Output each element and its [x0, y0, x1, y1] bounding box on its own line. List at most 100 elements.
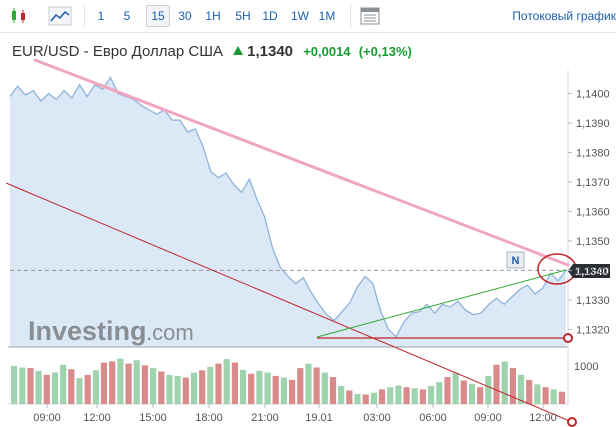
volume-bar	[436, 382, 443, 404]
interval-button-1m[interactable]: 1M	[318, 9, 336, 23]
volume-bar	[517, 374, 525, 404]
volume-bar	[215, 363, 222, 404]
volume-bar	[117, 358, 124, 404]
volume-bar	[395, 385, 402, 404]
interval-button-5[interactable]: 5	[123, 9, 131, 23]
volume-bar	[313, 367, 320, 404]
price-axis-label: 1,1370	[576, 177, 610, 189]
volume-bar	[158, 371, 165, 404]
time-axis-label: 06:00	[419, 412, 447, 424]
price-area	[10, 77, 566, 348]
investing-logo: Investing .com	[28, 316, 194, 346]
volume-bar	[43, 374, 50, 404]
interval-button-15[interactable]: 15	[146, 5, 170, 27]
volume-bar	[542, 387, 549, 404]
trend-endpoint-marker	[567, 417, 577, 427]
time-axis-label: 19.01	[305, 412, 333, 424]
volume-bar	[11, 365, 18, 404]
volume-bar	[27, 368, 34, 404]
price-line	[9, 76, 567, 338]
price-axis: 1,1320 1,1330 1,1340 1,1350 1,1360 1,1370 1,13…	[568, 89, 610, 336]
volume-bar	[272, 375, 279, 404]
interval-button-30[interactable]: 30	[178, 9, 192, 23]
current-price-tag-label: 1,1340	[575, 266, 609, 278]
volume-bar	[485, 375, 492, 404]
volume-bar	[362, 394, 369, 404]
volume-bar	[239, 369, 247, 404]
green-trendline	[316, 269, 567, 338]
interval-button-1h[interactable]: 1H	[205, 9, 221, 23]
time-axis-label: 12:00	[529, 412, 557, 424]
volume-bar	[92, 370, 99, 404]
interval-button-1w[interactable]: 1W	[291, 9, 309, 23]
chart-toolbar: 1 5 15 30 1H 5H 1D 1W 1M Потоковый график	[0, 0, 616, 33]
volume-bar	[84, 374, 91, 404]
interval-button-5h[interactable]: 5H	[235, 9, 251, 23]
price-axis-label: 1,1350	[576, 236, 610, 248]
volume-bar	[534, 384, 541, 404]
area-chart-icon[interactable]	[48, 6, 72, 26]
investing-logo-suffix: .com	[146, 320, 194, 345]
price-axis-label: 1,1360	[576, 206, 610, 218]
volume-bar	[280, 377, 287, 404]
news-marker-label: N	[512, 255, 520, 267]
volume-bar	[558, 391, 565, 404]
volume-bars	[11, 358, 565, 404]
price-axis-label: 1,1380	[576, 148, 610, 160]
last-price: 1,1340	[247, 43, 294, 60]
toolbar-separator	[350, 4, 351, 28]
price-axis-label: 1,1330	[576, 295, 610, 307]
volume-bar	[387, 387, 394, 404]
table-icon[interactable]	[359, 6, 381, 26]
arrow-up-icon	[233, 46, 244, 55]
volume-axis-tick: 1000	[574, 361, 598, 373]
time-axis-label: 09:00	[474, 412, 502, 424]
pink-trendline	[33, 58, 570, 267]
red-trendline	[5, 182, 573, 423]
streaming-chart-link[interactable]: Потоковый график	[512, 9, 616, 23]
price-change: +0,0014	[303, 44, 351, 59]
interval-button-1d[interactable]: 1D	[262, 9, 278, 23]
time-axis-label: 15:00	[139, 412, 167, 424]
volume-bar	[223, 359, 230, 404]
volume-bar	[207, 367, 214, 404]
time-axis-label: 21:00	[251, 412, 279, 424]
volume-bar	[256, 370, 263, 404]
volume-bar	[289, 379, 296, 404]
time-axis-label: 09:00	[33, 412, 61, 424]
volume-bar	[141, 365, 148, 404]
volume-bar	[346, 390, 353, 404]
news-marker[interactable]: N	[506, 251, 525, 269]
price-axis-label: 1,1340	[576, 265, 610, 277]
investing-logo-text: Investing	[28, 316, 147, 346]
volume-bar	[354, 393, 361, 404]
volume-bar	[526, 379, 533, 404]
volume-bar	[199, 370, 206, 404]
volume-bar	[460, 380, 467, 404]
volume-bar	[150, 368, 157, 404]
volume-bar	[174, 375, 181, 404]
volume-bar	[444, 377, 451, 404]
volume-bar	[403, 387, 410, 404]
candlestick-icon[interactable]	[8, 6, 30, 26]
support-endpoint-marker	[563, 333, 573, 343]
volume-bar	[68, 369, 75, 404]
volume-bar	[509, 368, 516, 404]
volume-bar	[477, 387, 484, 404]
volume-bar	[321, 372, 328, 404]
volume-bar	[452, 372, 459, 404]
price-axis-label: 1,1400	[576, 89, 610, 101]
instrument-name: EUR/USD - Евро Доллар США	[12, 43, 223, 60]
price-axis-label: 1,1390	[576, 118, 610, 130]
volume-bar	[190, 372, 198, 404]
volume-bar	[100, 362, 108, 404]
volume-bar	[411, 388, 418, 404]
interval-button-1[interactable]: 1	[97, 9, 105, 23]
volume-bar	[297, 368, 304, 404]
price-change-percent: (+0,13%)	[358, 44, 412, 59]
volume-bar	[35, 370, 42, 404]
volume-bar	[248, 373, 255, 404]
volume-bar	[19, 367, 26, 404]
volume-bar	[370, 392, 377, 404]
